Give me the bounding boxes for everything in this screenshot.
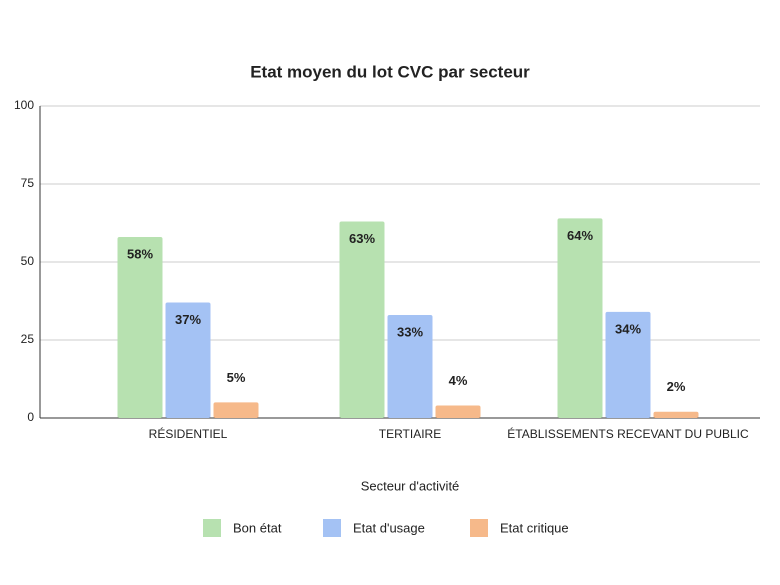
value-label: 5% (227, 370, 246, 385)
y-tick-label: 25 (21, 332, 35, 346)
y-tick-label: 50 (21, 254, 35, 268)
y-tick-label: 0 (27, 410, 34, 424)
bar (605, 311, 651, 418)
legend-swatch (470, 519, 488, 537)
legend-text: Etat critique (500, 520, 569, 535)
bar (117, 237, 163, 418)
x-tick-label: RÉSIDENTIEL (149, 426, 228, 441)
bar (653, 411, 699, 418)
x-tick-label: ÉTABLISSEMENTS RECEVANT DU PUBLIC (507, 426, 749, 441)
x-tick-label: TERTIAIRE (379, 427, 441, 441)
bar (557, 218, 603, 418)
y-tick-label: 75 (21, 176, 35, 190)
value-label: 33% (397, 324, 423, 339)
value-label: 58% (127, 246, 153, 261)
value-label: 2% (667, 379, 686, 394)
x-axis-title: Secteur d'activité (361, 478, 460, 493)
legend-text: Bon état (233, 520, 282, 535)
bar (387, 315, 433, 418)
bar (435, 405, 481, 418)
bar (165, 302, 211, 418)
legend-swatch (203, 519, 221, 537)
value-label: 37% (175, 312, 201, 327)
bar (339, 221, 385, 418)
y-tick-label: 100 (14, 98, 34, 112)
value-label: 63% (349, 231, 375, 246)
bar (213, 402, 259, 418)
legend-swatch (323, 519, 341, 537)
value-label: 4% (449, 373, 468, 388)
legend-text: Etat d'usage (353, 520, 425, 535)
value-label: 64% (567, 228, 593, 243)
chart-title: Etat moyen du lot CVC par secteur (250, 62, 530, 81)
value-label: 34% (615, 321, 641, 336)
